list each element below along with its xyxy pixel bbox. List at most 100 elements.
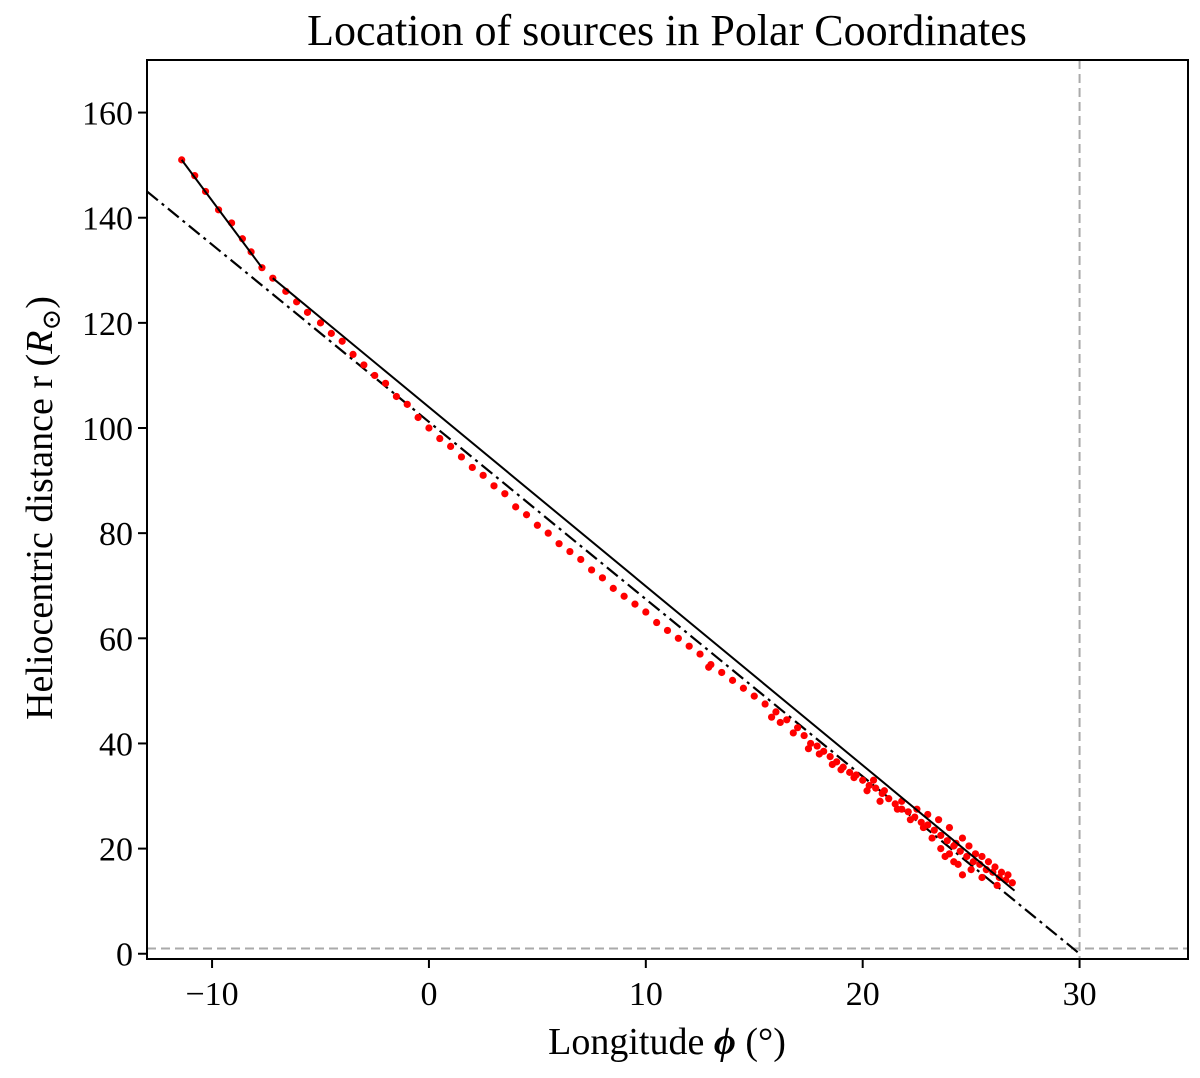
data-point — [761, 700, 769, 708]
data-point — [490, 482, 498, 490]
data-point — [969, 858, 977, 866]
data-point — [954, 860, 962, 868]
data-point — [468, 463, 476, 472]
data-point — [815, 750, 823, 758]
data-point — [978, 873, 986, 882]
data-point — [813, 742, 821, 750]
data-point — [904, 808, 912, 816]
data-point — [906, 816, 915, 824]
data-point — [457, 453, 466, 461]
y-tick-label: 120 — [82, 306, 133, 343]
y-tick-label: 40 — [99, 726, 133, 763]
plot-area — [147, 60, 1188, 959]
data-point — [479, 471, 487, 479]
data-point — [685, 642, 693, 650]
data-point — [997, 868, 1006, 876]
data-point — [880, 787, 888, 795]
x-axis-label: Longitude ϕ (°) — [548, 1021, 786, 1063]
data-point — [885, 795, 893, 803]
data-point — [533, 521, 541, 529]
data-point — [403, 400, 411, 408]
data-point — [447, 442, 455, 451]
data-point — [826, 752, 834, 761]
axis-ticks: −10 0 10 20 30 0 20 40 60 80 100 120 140 160 — [82, 96, 1097, 1013]
data-point — [776, 718, 784, 727]
data-point — [327, 329, 335, 337]
data-point — [863, 787, 871, 795]
data-point — [577, 555, 585, 564]
data-point — [991, 863, 999, 871]
y-tick-label: 160 — [82, 96, 133, 133]
data-point — [425, 424, 433, 432]
data-point — [739, 684, 748, 692]
data-point — [631, 600, 639, 608]
y-tick-label: 0 — [116, 937, 133, 974]
data-point — [598, 574, 607, 582]
y-tick-label: 60 — [99, 621, 133, 658]
data-point — [967, 866, 975, 874]
chart-title: Location of sources in Polar Coordinates — [307, 6, 1027, 55]
data-point — [993, 881, 1001, 889]
x-tick-label: −10 — [185, 976, 238, 1013]
data-point — [958, 834, 967, 842]
data-point — [371, 371, 379, 380]
data-point — [963, 852, 971, 861]
data-point — [804, 745, 813, 753]
data-point — [937, 831, 945, 840]
data-point — [859, 776, 867, 784]
data-point — [349, 350, 357, 359]
data-point — [956, 847, 964, 855]
dashdot-fit-line — [147, 190, 1081, 955]
data-point — [941, 852, 949, 861]
x-tick-label: 30 — [1063, 976, 1097, 1013]
data-point — [828, 760, 836, 769]
data-point — [381, 379, 390, 387]
y-axis-label: Heliocentric distance r (R⊙) — [19, 296, 66, 720]
data-point — [937, 844, 945, 853]
data-point — [965, 842, 973, 850]
data-point — [414, 413, 422, 422]
data-point — [800, 731, 808, 740]
x-tick-label: 0 — [420, 976, 437, 1013]
data-point — [846, 768, 854, 776]
data-point — [934, 816, 943, 824]
data-point — [609, 584, 617, 592]
data-point — [663, 626, 672, 635]
data-point — [876, 797, 884, 805]
data-point — [919, 823, 928, 832]
segment-fit-line-2 — [272, 277, 1016, 892]
plot-frame — [146, 59, 1189, 960]
data-point — [978, 852, 986, 861]
x-tick-label: 20 — [846, 976, 880, 1013]
data-point — [360, 361, 368, 369]
data-point — [544, 529, 552, 537]
data-point — [316, 319, 325, 327]
data-point — [555, 540, 563, 548]
data-point — [522, 511, 531, 519]
data-point — [728, 676, 737, 684]
data-point — [869, 776, 878, 784]
data-point — [392, 392, 401, 401]
data-point — [512, 503, 520, 511]
data-point — [436, 434, 444, 443]
data-point — [984, 858, 993, 866]
data-point — [958, 871, 967, 879]
data-point — [794, 724, 802, 732]
data-point — [772, 708, 780, 716]
y-tick-label: 100 — [82, 411, 133, 448]
data-point — [587, 566, 596, 574]
data-point — [1004, 871, 1012, 879]
data-point — [674, 634, 682, 642]
data-point — [1008, 879, 1016, 887]
data-point — [928, 834, 936, 842]
y-tick-label: 20 — [99, 832, 133, 869]
data-point — [303, 308, 312, 316]
data-point — [768, 713, 776, 721]
data-point — [642, 608, 650, 616]
data-point — [705, 663, 713, 671]
data-point — [653, 618, 661, 627]
data-point — [718, 668, 726, 677]
x-tick-label: 10 — [629, 976, 663, 1013]
data-point — [943, 837, 951, 845]
